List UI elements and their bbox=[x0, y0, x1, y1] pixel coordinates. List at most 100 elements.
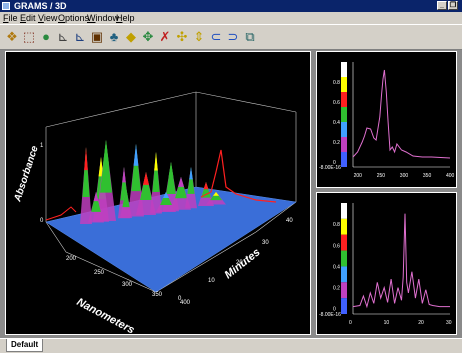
pages-icon[interactable]: ▣ bbox=[90, 29, 104, 44]
color-scale-segment bbox=[341, 266, 347, 283]
y-tick-label: 20 bbox=[236, 260, 243, 266]
surface-plot: Absorbance Nanometers Minutes 2002503003… bbox=[12, 91, 297, 335]
color-scale-segment bbox=[341, 62, 347, 77]
y-tick-label: 0.2 bbox=[333, 140, 340, 146]
y-tick-label: 0 bbox=[333, 160, 336, 166]
z-tick-label: 1 bbox=[40, 143, 44, 149]
x-tick-label: 200 bbox=[66, 256, 77, 262]
x-tick-label: 300 bbox=[400, 173, 409, 179]
menu-window[interactable]: Window bbox=[87, 13, 120, 23]
y-tick-label: -8.00E-16 bbox=[319, 312, 341, 318]
chromatogram-pane[interactable]: 0 0.2 0.4 0.6 0.8 -8.00E-16 0 10 20 30 bbox=[316, 192, 457, 335]
series-line bbox=[352, 69, 451, 159]
main-3d-plot-pane[interactable]: Absorbance Nanometers Minutes 200 250 300 3… bbox=[5, 51, 311, 335]
spectrum-pane[interactable]: 0 0.2 0.4 0.6 0.8 -8.00E-16 200 250 300 350 400 bbox=[316, 51, 457, 188]
menu-edit[interactable]: Edit bbox=[20, 13, 36, 23]
series-line bbox=[352, 213, 450, 309]
x-tick-label: 300 bbox=[122, 282, 133, 288]
axes-bars-icon[interactable]: ⊾ bbox=[74, 29, 86, 44]
menu-help[interactable]: Help bbox=[116, 13, 135, 23]
menu-file[interactable]: File bbox=[3, 13, 18, 23]
x-tick-label: 30 bbox=[446, 320, 452, 326]
color-scale-segment bbox=[341, 137, 347, 152]
surface-peak bbox=[120, 187, 132, 218]
expand-icon[interactable]: ✣ bbox=[176, 29, 188, 44]
surface-peak bbox=[206, 192, 226, 205]
copy-icon[interactable]: ⧉ bbox=[245, 29, 255, 44]
surface-peak bbox=[185, 167, 197, 209]
y-tick-label: 0.8 bbox=[333, 222, 340, 228]
color-scale-segment bbox=[341, 203, 347, 219]
color-scale-segment bbox=[341, 218, 347, 235]
x-tick-label: 200 bbox=[354, 173, 363, 179]
window-title: GRAMS / 3D bbox=[14, 1, 67, 11]
color-scale-segment bbox=[341, 234, 347, 251]
users-icon[interactable]: ♣ bbox=[109, 29, 119, 44]
y-tick-label: 0.4 bbox=[333, 120, 340, 126]
x-tick-label: 400 bbox=[180, 300, 191, 306]
y-tick-label: 0.6 bbox=[333, 243, 340, 249]
x-tick-label: 250 bbox=[94, 270, 105, 276]
menu-options[interactable]: Options bbox=[58, 13, 90, 23]
surface-peak bbox=[96, 140, 116, 221]
y-tick-label: 0.6 bbox=[333, 100, 340, 106]
status-bar: Default bbox=[0, 338, 462, 353]
view-tab-default[interactable]: Default bbox=[6, 339, 44, 352]
y-tick-label: 40 bbox=[286, 218, 293, 224]
x-tick-label: 350 bbox=[152, 292, 163, 298]
x-axis-label: Nanometers bbox=[75, 296, 137, 335]
menu-view[interactable]: View bbox=[38, 13, 58, 23]
app-icon bbox=[2, 2, 10, 10]
y-tick-label: 0.2 bbox=[333, 286, 340, 292]
back-edge bbox=[45, 91, 297, 128]
x-tick-label: 20 bbox=[418, 320, 424, 326]
floor-right bbox=[155, 201, 297, 293]
toolbar: ❖ ⬚ ● ⊾ ⊾ ▣ ♣ ◆ ✥ ✗ ✣ ⇕ ⊂ ⊃ ⧉ bbox=[0, 24, 462, 50]
globe-icon[interactable]: ● bbox=[42, 29, 50, 44]
vertical-icon[interactable]: ⇕ bbox=[193, 29, 205, 44]
rotate-left-icon[interactable]: ⊂ bbox=[210, 29, 222, 44]
color-scale-segment bbox=[341, 77, 347, 92]
y-tick-label: 0 bbox=[333, 307, 336, 313]
restore-button[interactable]: ❐ bbox=[448, 1, 458, 10]
y-tick-label: 10 bbox=[208, 278, 215, 284]
plot-box bbox=[45, 91, 297, 293]
spectrum-chart: 0 0.2 0.4 0.6 0.8 -8.00E-16 200 250 300 350 400 bbox=[319, 62, 455, 179]
x-tick-label: 10 bbox=[384, 320, 390, 326]
cross-icon[interactable]: ✗ bbox=[159, 29, 171, 44]
x-tick-label: 250 bbox=[377, 173, 386, 179]
y-tick-label: 0.8 bbox=[333, 80, 340, 86]
chromatogram-chart: 00.20.40.60.8-8.00E-160 10 20 30 bbox=[319, 203, 452, 326]
rotate-right-icon[interactable]: ⊃ bbox=[227, 29, 239, 44]
projection-trace-nm bbox=[45, 206, 77, 221]
y-tick-label: -8.00E-16 bbox=[319, 165, 341, 171]
minimize-button[interactable]: _ bbox=[437, 1, 447, 10]
axes-icon[interactable]: ⊾ bbox=[57, 29, 69, 44]
x-tick-label: 0 bbox=[349, 320, 352, 326]
y-tick-label: 0.4 bbox=[333, 264, 340, 270]
color-scale-segment bbox=[341, 282, 347, 299]
select-icon[interactable]: ⬚ bbox=[22, 29, 36, 44]
surface-peak bbox=[80, 147, 92, 224]
surface-peak bbox=[150, 152, 162, 214]
diamond-icon[interactable]: ◆ bbox=[126, 29, 136, 44]
move-icon[interactable]: ✥ bbox=[142, 29, 154, 44]
z-tick-label: 0 bbox=[40, 218, 44, 224]
color-scale-segment bbox=[341, 92, 347, 107]
color-scale-segment bbox=[341, 250, 347, 267]
client-area: Absorbance Nanometers Minutes 200 250 300 3… bbox=[0, 50, 462, 338]
color-scale-segment bbox=[341, 107, 347, 122]
menu-bar: File Edit View Options Window Help bbox=[0, 12, 462, 24]
y-tick-label: 30 bbox=[262, 240, 269, 246]
open-icon[interactable]: ❖ bbox=[6, 29, 18, 44]
z-axis-label: Absorbance bbox=[12, 144, 41, 204]
surface-peak bbox=[156, 192, 176, 212]
surface-peak bbox=[88, 192, 104, 223]
floor-front bbox=[45, 221, 157, 293]
projection-trace-minutes bbox=[200, 149, 277, 203]
x-tick-label: 400 bbox=[446, 173, 455, 179]
title-bar: GRAMS / 3D _ ❐ bbox=[0, 0, 462, 12]
color-scale-segment bbox=[341, 152, 347, 167]
color-scale-segment bbox=[341, 298, 347, 314]
y-tick-label: 0 bbox=[178, 296, 182, 302]
